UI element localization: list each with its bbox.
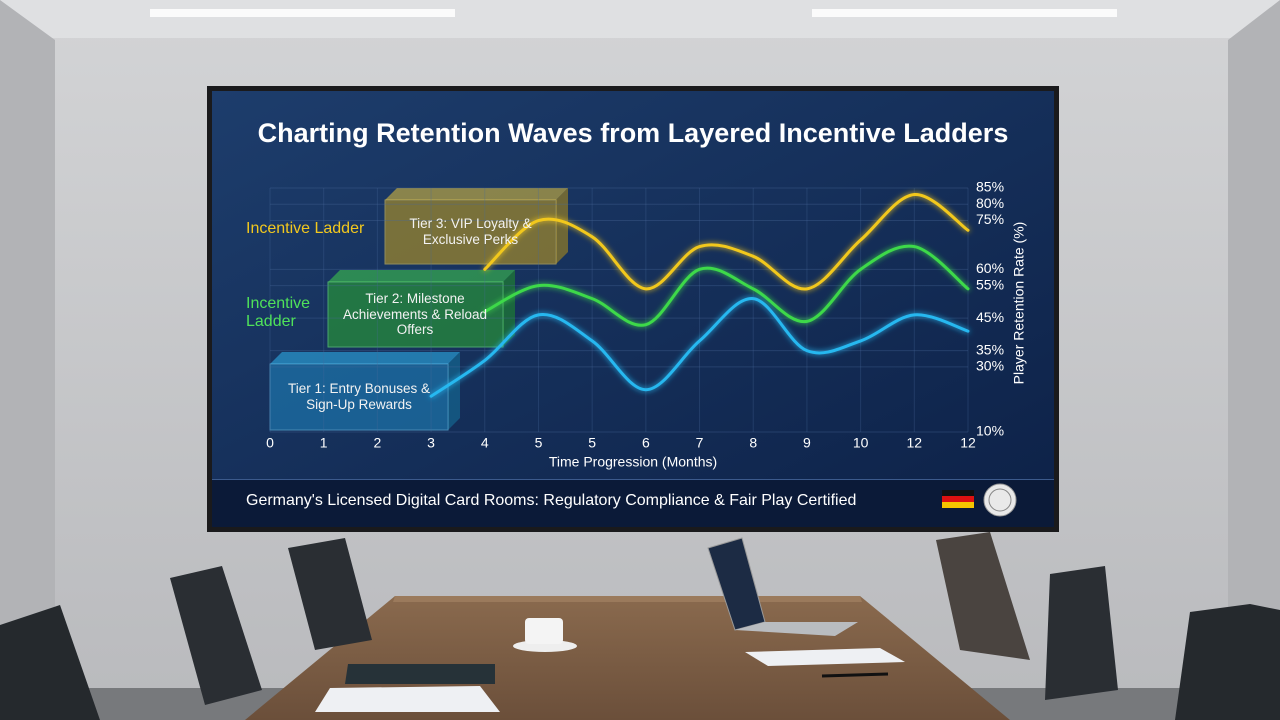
box-side [448,352,460,430]
box-front [384,199,557,265]
y-tick-label: 85% [976,179,1004,195]
flag [942,502,974,508]
box-front [327,281,504,348]
cup [525,618,563,644]
y-tick-label: 75% [976,211,1004,227]
x-tick-label: 10 [853,435,869,451]
series-line [429,297,970,398]
box-side [503,270,515,347]
ceiling [0,0,1280,38]
flag [942,490,974,496]
x-tick-label: 6 [642,435,650,451]
box-side [556,188,568,264]
box-top [328,270,515,282]
chair [288,538,372,650]
footer-text: Germany's Licensed Digital Card Rooms: R… [246,492,857,509]
x-tick-label: 0 [266,435,274,451]
table-edge [393,596,862,602]
paper [745,648,905,666]
y-tick-label: 10% [976,423,1004,439]
box-top [270,352,460,364]
y-tick-label: 45% [976,309,1004,325]
chair [1045,566,1118,700]
y-tick-label: 30% [976,358,1004,374]
chair [0,605,100,720]
y-tick-label: 80% [976,195,1004,211]
tier-label: Tier 2: Milestone Achievements & Reload … [342,291,488,338]
chart-title: Charting Retention Waves from Layered In… [257,118,1009,148]
x-tick-label: 1 [320,435,328,451]
y-axis-label: Player Retention Rate (%) [1011,222,1027,385]
x-axis-label: Time Progression (Months) [549,454,717,470]
x-tick-label: 4 [481,435,489,451]
x-tick-label: 8 [749,435,757,451]
x-tick-label: 12 [907,435,923,451]
x-tick-label: 12 [960,435,976,451]
flag [942,496,974,502]
notebook [345,664,495,684]
tier-label: Tier 1: Entry Bonuses & Sign-Up Rewards [287,381,431,412]
x-tick-label: 9 [803,435,811,451]
footer-divider [212,479,1054,480]
ladder-label: Incentive Ladder [246,220,365,237]
x-tick-label: 5 [535,435,543,451]
plot: 85%80%75%60%55%45%35%30%10%0 1 2 3 4 5 5 6 7 8 9 10… [266,179,1027,470]
ceiling-light [812,9,1117,17]
chair [170,566,262,705]
box-front [269,363,449,431]
x-tick-label: 3 [427,435,435,451]
y-tick-label: 60% [976,260,1004,276]
side-wall [0,0,55,720]
y-tick-label: 55% [976,276,1004,292]
chair [1175,604,1280,720]
box-top [385,188,568,200]
laptop-base [735,622,858,636]
pen [821,672,889,678]
x-tick-label: 5 [588,435,596,451]
series-line [483,244,970,327]
ceiling-light [150,9,455,17]
ladder-label: Incentive Ladder [246,295,311,331]
y-tick-label: 35% [976,341,1004,357]
x-tick-label: 7 [696,435,704,451]
seal [988,488,1012,512]
footer-band [212,480,1054,527]
chair-jacket [936,532,1030,660]
tier-label: Tier 3: VIP Loyalty & Exclusive Perks [409,216,532,247]
side-wall [1228,0,1280,720]
paper [315,686,500,712]
x-tick-label: 2 [373,435,381,451]
series-line [483,193,970,291]
